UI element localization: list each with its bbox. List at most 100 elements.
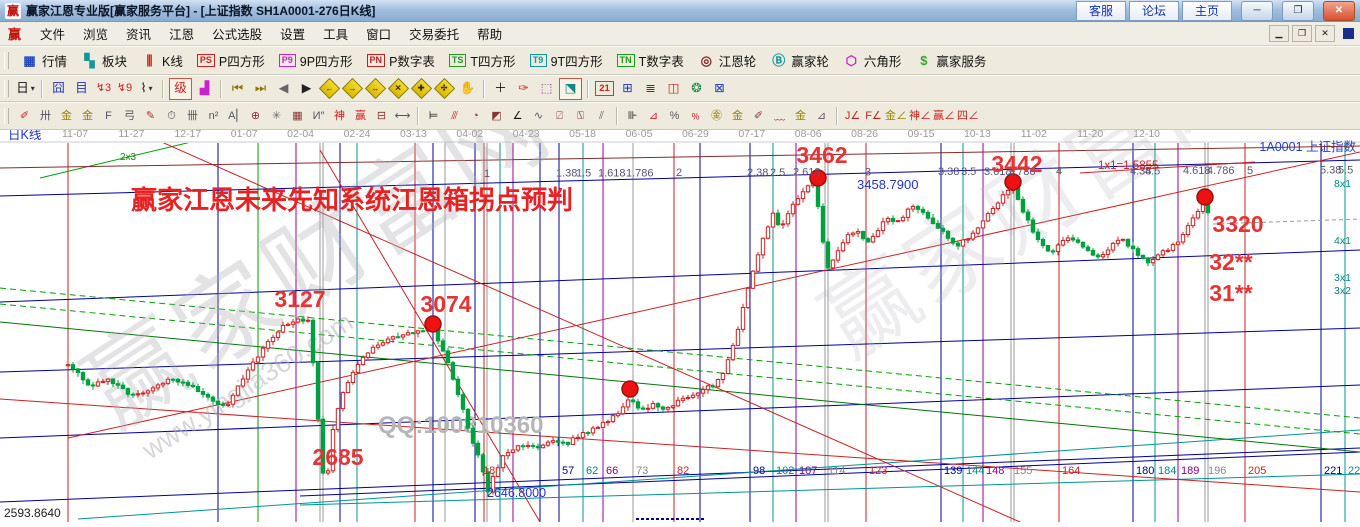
toolbar-button-gold-grid-1[interactable]: 金 [57,106,76,126]
toolbar-button-chart-layout[interactable]: 囧 [48,79,69,99]
toolbar-button-gann-box-cross[interactable]: ✚ [410,77,433,100]
close-button[interactable]: ✕ [1323,0,1355,21]
toolbar-button-info-view[interactable]: 目 [71,79,92,99]
child-close-button[interactable]: ✕ [1315,25,1335,42]
toolbar-button-gann-grid-up[interactable]: ⍁ [550,106,569,126]
toolbar-button-si-angle[interactable]: 四∠ [957,106,979,126]
toolbar-button-n-square[interactable]: n² [204,106,223,126]
toolbar-button-circle-cross[interactable]: ⊕ [246,106,265,126]
toolbar-button-quotes[interactable]: ▦ 行情 [14,49,74,72]
toolbar-button-gold-wave[interactable]: ﹏ [770,106,789,126]
toolbar-button-time-cycle[interactable]: ⏱ [162,106,181,126]
toolbar-button-bow-tool[interactable]: 弓 [120,106,139,126]
quick-button-forum[interactable]: 论坛 [1128,0,1179,21]
restore-button[interactable]: ❐ [1282,0,1314,21]
toolbar-button-parallel-lines[interactable]: ⫽ [592,106,611,126]
menu-item-0[interactable]: 文件 [40,28,66,42]
child-restore-button[interactable]: ❐ [1292,25,1312,42]
toolbar-button-notes[interactable]: ≣ [640,79,661,99]
menu-item-6[interactable]: 工具 [323,28,349,42]
quick-button-home[interactable]: 主页 [1181,0,1232,21]
toolbar-button-next-bar[interactable]: ▶ [296,79,317,99]
minimize-button[interactable]: ─ [1241,0,1273,21]
menu-item-7[interactable]: 窗口 [366,28,392,42]
toolbar-button-save[interactable]: ◫ [663,79,684,99]
toolbar-button-angle-line[interactable]: ∠ [508,106,527,126]
toolbar-button-j-tri[interactable]: ⊿ [812,106,831,126]
toolbar-button-winner-service[interactable]: $ 赢家服务 [908,49,993,72]
toolbar-button-red-pen[interactable]: ✎ [141,106,160,126]
toolbar-button-period-day-selector[interactable]: 日 ▾ [15,79,36,99]
menu-item-8[interactable]: 交易委托 [409,28,460,42]
toolbar-button-gold-circle[interactable]: ㊎ [707,106,726,126]
toolbar-button-p-square[interactable]: PS P四方形 [190,49,272,72]
toolbar-button-gold-level[interactable]: 金 [791,106,810,126]
chart-canvas[interactable]: 11-07 11-27 12-17 01-07 02-04 02-24 03-13 04-02… [0,27,1360,522]
menu-item-9[interactable]: 帮助 [477,28,503,42]
toolbar-button-gold-lines[interactable]: 金 [728,106,747,126]
toolbar-button-percent[interactable]: % [665,106,684,126]
toolbar-button-t-square[interactable]: TS T四方形 [442,49,523,72]
toolbar-button-kline[interactable]: ⫼ K线 [134,49,190,72]
toolbar-button-mark-pen[interactable]: ✑ [513,79,534,99]
menu-item-2[interactable]: 资讯 [126,28,152,42]
menu-item-1[interactable]: 浏览 [83,28,109,42]
toolbar-button-gold-angle[interactable]: 金∠ [885,106,907,126]
toolbar-button-n-wave[interactable]: И″ [309,106,328,126]
toolbar-button-grade-window[interactable]: 级 [169,77,192,100]
toolbar-button-prev-bar[interactable]: ◀ [273,79,294,99]
toolbar-button-j-angle[interactable]: J∠ [843,106,862,126]
toolbar-button-gold-grid-2[interactable]: 金 [78,106,97,126]
toolbar-button-angle-pen[interactable]: ✐ [749,106,768,126]
toolbar-button-calculator[interactable]: ⊞ [617,79,638,99]
toolbar-button-calendar[interactable]: 21 [594,79,615,99]
toolbar-button-comb-grid[interactable]: 卌 [183,106,202,126]
toolbar-button-ying-grid[interactable]: 赢 [351,106,370,126]
toolbar-button-9t-square[interactable]: T9 9T四方形 [523,49,610,72]
toolbar-button-region-select[interactable]: ⬔ [559,77,582,100]
toolbar-button-star-burst[interactable]: ✳ [267,106,286,126]
menu-item-4[interactable]: 公式选股 [212,28,263,42]
toolbar-button-drag-hand[interactable]: ✋ [457,79,478,99]
toolbar-button-color-volume[interactable]: ▟ [194,79,215,99]
toolbar-button-gann-box-h[interactable]: ↔ [364,77,387,100]
toolbar-button-zigzag[interactable]: ∿ [529,106,548,126]
toolbar-button-network[interactable]: ❂ [686,79,707,99]
toolbar-button-9p-square[interactable]: P9 9P四方形 [272,49,360,72]
toolbar-button-percent-lines[interactable]: ﹪ [686,106,705,126]
toolbar-button-gann-box-all[interactable]: ✣ [433,77,456,100]
quick-button-customer-service[interactable]: 客服 [1075,0,1126,21]
toolbar-button-gann-box-x[interactable]: ✕ [387,77,410,100]
toolbar-button-palette[interactable]: ⬚ [536,79,557,99]
toolbar-button-gann-box-left[interactable]: ← [318,77,341,100]
toolbar-button-draw-pen[interactable]: ✐ [15,106,34,126]
toolbar-button-p-number-table[interactable]: PN P数字表 [360,49,442,72]
toolbar-button-scale-grid[interactable]: 卅 [36,106,55,126]
toolbar-button-sectors[interactable]: ▚ 板块 [74,49,134,72]
toolbar-button-gann-box-right[interactable]: → [341,77,364,100]
toolbar-button-a-line[interactable]: A⎢ [225,106,244,126]
toolbar-button-percent-tri[interactable]: ⊿ [644,106,663,126]
toolbar-button-shen-angle[interactable]: 神∠ [909,106,931,126]
toolbar-button-price-grid[interactable]: ▦ [288,106,307,126]
toolbar-button-grid-fan[interactable]: ◩ [487,106,506,126]
toolbar-button-gann-grid-dn[interactable]: ⍂ [571,106,590,126]
toolbar-button-trade-cart[interactable]: ⊠ [709,79,730,99]
toolbar-button-width-measure[interactable]: ⟷ [393,106,412,126]
toolbar-button-hexagon[interactable]: ⬡ 六角形 [836,49,909,72]
toolbar-button-last-bar[interactable]: ⏭ [250,79,271,99]
toolbar-button-ying-angle[interactable]: 赢∠ [933,106,955,126]
menu-item-3[interactable]: 江恩 [169,28,195,42]
toolbar-button-first-bar[interactable]: ⏮ [227,79,248,99]
toolbar-button-crosshair[interactable]: ＋ [490,79,511,99]
toolbar-button-winner-wheel[interactable]: Ⓑ 赢家轮 [763,49,836,72]
toolbar-button-percent-ruler[interactable]: ⊪ [623,106,642,126]
toolbar-button-scale-ruler[interactable]: ⊨ [424,106,443,126]
toolbar-button-f-grid[interactable]: F [99,106,118,126]
toolbar-button-t-number-table[interactable]: TN T数字表 [610,49,691,72]
toolbar-button-f-angle[interactable]: F∠ [864,106,883,126]
toolbar-button-mini-chart-3[interactable]: ↯3 [94,79,113,99]
toolbar-button-shen-grid[interactable]: 神 [330,106,349,126]
toolbar-button-ray-fan[interactable]: ⫻ [445,106,464,126]
toolbar-button-shell-fan[interactable]: ◔ [466,106,485,126]
